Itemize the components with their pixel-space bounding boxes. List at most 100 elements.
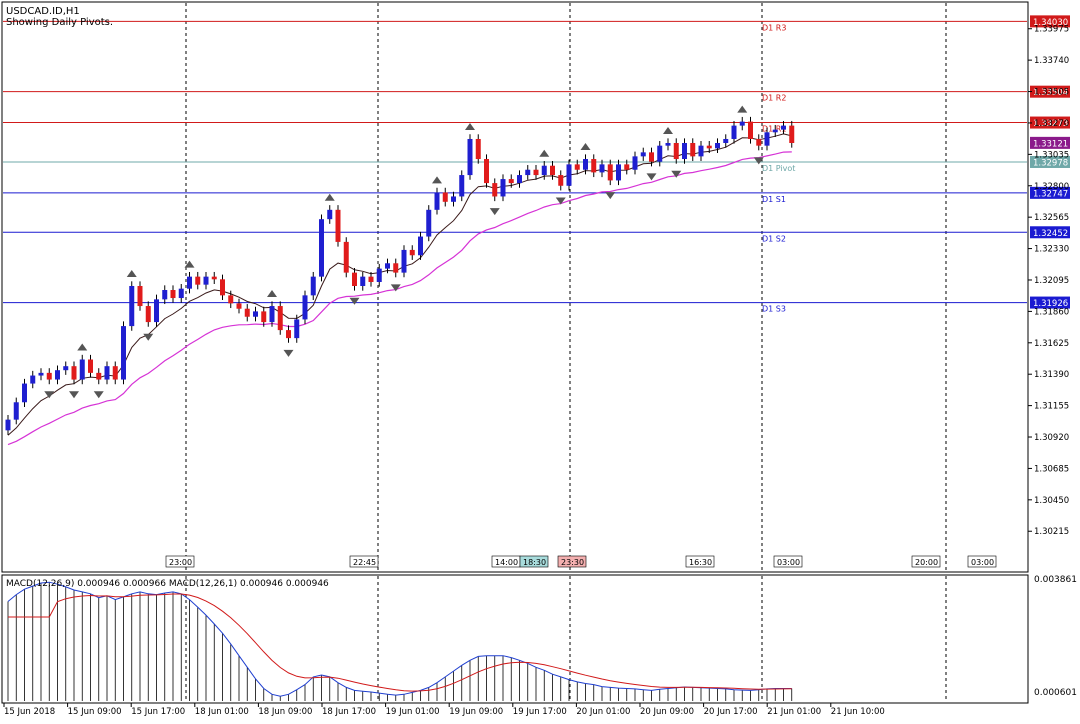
fractal-down-arrow (93, 391, 104, 399)
price-tag-label: 1.32452 (1033, 229, 1068, 239)
current-price-tag (1030, 136, 1070, 149)
candle-body (319, 219, 324, 277)
candle-body (5, 419, 11, 431)
fractal-up-arrow (77, 343, 88, 351)
candle-body (228, 295, 234, 304)
fractal-up-arrow (432, 176, 442, 184)
candle-body (640, 152, 646, 157)
session-label: 03:00 (971, 558, 994, 567)
fractal-up-arrow (663, 126, 673, 134)
fractal-down-arrow (69, 391, 79, 399)
fractal-down-arrow (44, 391, 55, 399)
session-label-box (519, 555, 549, 568)
price-tick-label: 1.31155 (1034, 402, 1069, 412)
candle-body (187, 276, 192, 289)
candle-body (566, 164, 572, 186)
price-tag (1030, 186, 1070, 199)
price-tag (1030, 226, 1070, 239)
candle-body (244, 308, 250, 317)
fractal-down-arrow (605, 192, 616, 200)
candle-body (236, 303, 242, 309)
pivot-level-name: D1 S1 (762, 195, 786, 204)
price-tag (1030, 116, 1070, 129)
time-tick-label: 18 Jun 01:00 (195, 707, 249, 717)
fractal-down-arrow (646, 173, 657, 181)
time-tick-label: 15 Jun 17:00 (131, 707, 185, 717)
session-label-box (685, 555, 715, 568)
price-tick-label: 1.31860 (1034, 307, 1069, 317)
price-tick-label: 1.31390 (1034, 370, 1069, 380)
candle-body (368, 276, 374, 282)
session-label-box (349, 555, 379, 568)
fractal-up-arrow (737, 105, 748, 113)
pivot-level-name: D1 S3 (762, 305, 786, 314)
candle-body (385, 263, 390, 269)
candle-body (401, 249, 407, 273)
time-tick-label: 20 Jun 17:00 (704, 707, 758, 717)
candle-body (541, 165, 547, 176)
candle-body (335, 209, 341, 242)
pivot-level-name: D1 R3 (762, 23, 786, 32)
fractal-up-arrow (580, 143, 591, 151)
candle-body (781, 125, 786, 130)
price-tick-label: 1.30215 (1034, 527, 1069, 537)
macd-plot (7, 581, 793, 701)
candle-body (137, 285, 143, 307)
time-tick-label: 18 Jun 09:00 (258, 707, 312, 717)
price-tick-label: 1.33035 (1034, 150, 1069, 160)
price-tag-label: 1.32978 (1033, 158, 1068, 168)
candle-body (591, 159, 597, 173)
candle-body (467, 138, 473, 176)
pivot-level-name: D1 R1 (762, 125, 786, 134)
candle-body (269, 306, 275, 323)
candle-body (533, 169, 539, 176)
session-label-box (967, 555, 997, 568)
candle-body (112, 366, 118, 380)
candle-body (327, 209, 333, 220)
candle-body (302, 295, 308, 320)
candle-body (352, 272, 357, 286)
candle-body (426, 209, 432, 237)
candle-body (484, 159, 489, 184)
candle-body (624, 164, 630, 170)
candle-body (63, 366, 69, 371)
time-tick-label: 19 Jun 09:00 (449, 707, 503, 717)
price-tick-label: 1.31625 (1034, 339, 1069, 349)
time-tick-label: 19 Jun 17:00 (513, 707, 567, 717)
candle-body (170, 290, 176, 299)
candle-body (616, 164, 621, 181)
candle-body (203, 276, 209, 285)
candle-body (211, 276, 217, 280)
time-tick-label: 19 Jun 01:00 (386, 707, 440, 717)
price-axis: 1.34030 1.33504 1.33273 1.32978 1.32747 1.324… (1028, 15, 1070, 537)
price-tick-label: 1.33740 (1034, 56, 1069, 66)
candle-body (739, 121, 745, 126)
candle-body (71, 366, 77, 380)
candle-body (583, 159, 588, 170)
price-tick-label: 1.33270 (1034, 119, 1069, 129)
fractal-up-arrow (324, 193, 335, 201)
fractal-down-arrow (143, 333, 154, 341)
fractal-up-arrow (267, 290, 277, 298)
candle-body (286, 330, 291, 339)
candle-body (475, 138, 481, 160)
time-tick-label: 20 Jun 09:00 (640, 707, 694, 717)
candle-body (409, 249, 415, 256)
price-tag-label: 1.31926 (1033, 299, 1068, 309)
candle-body (121, 326, 126, 380)
candle-body (294, 319, 300, 339)
time-tick-label: 15 Jun 2018 (4, 707, 55, 717)
fractal-down-arrow (555, 197, 566, 205)
candle-body (764, 132, 770, 146)
candle-body (459, 175, 465, 197)
session-label: 18:30 (523, 558, 546, 567)
fractal-up-arrow (539, 149, 550, 157)
candle-body (772, 129, 778, 133)
current-price-label: 1.33121 (1033, 139, 1068, 149)
macd-scale-top: 0.003861 (1034, 575, 1077, 585)
fractal-up-arrow (126, 269, 137, 277)
candle-body (55, 370, 60, 380)
candle-body (22, 383, 27, 403)
